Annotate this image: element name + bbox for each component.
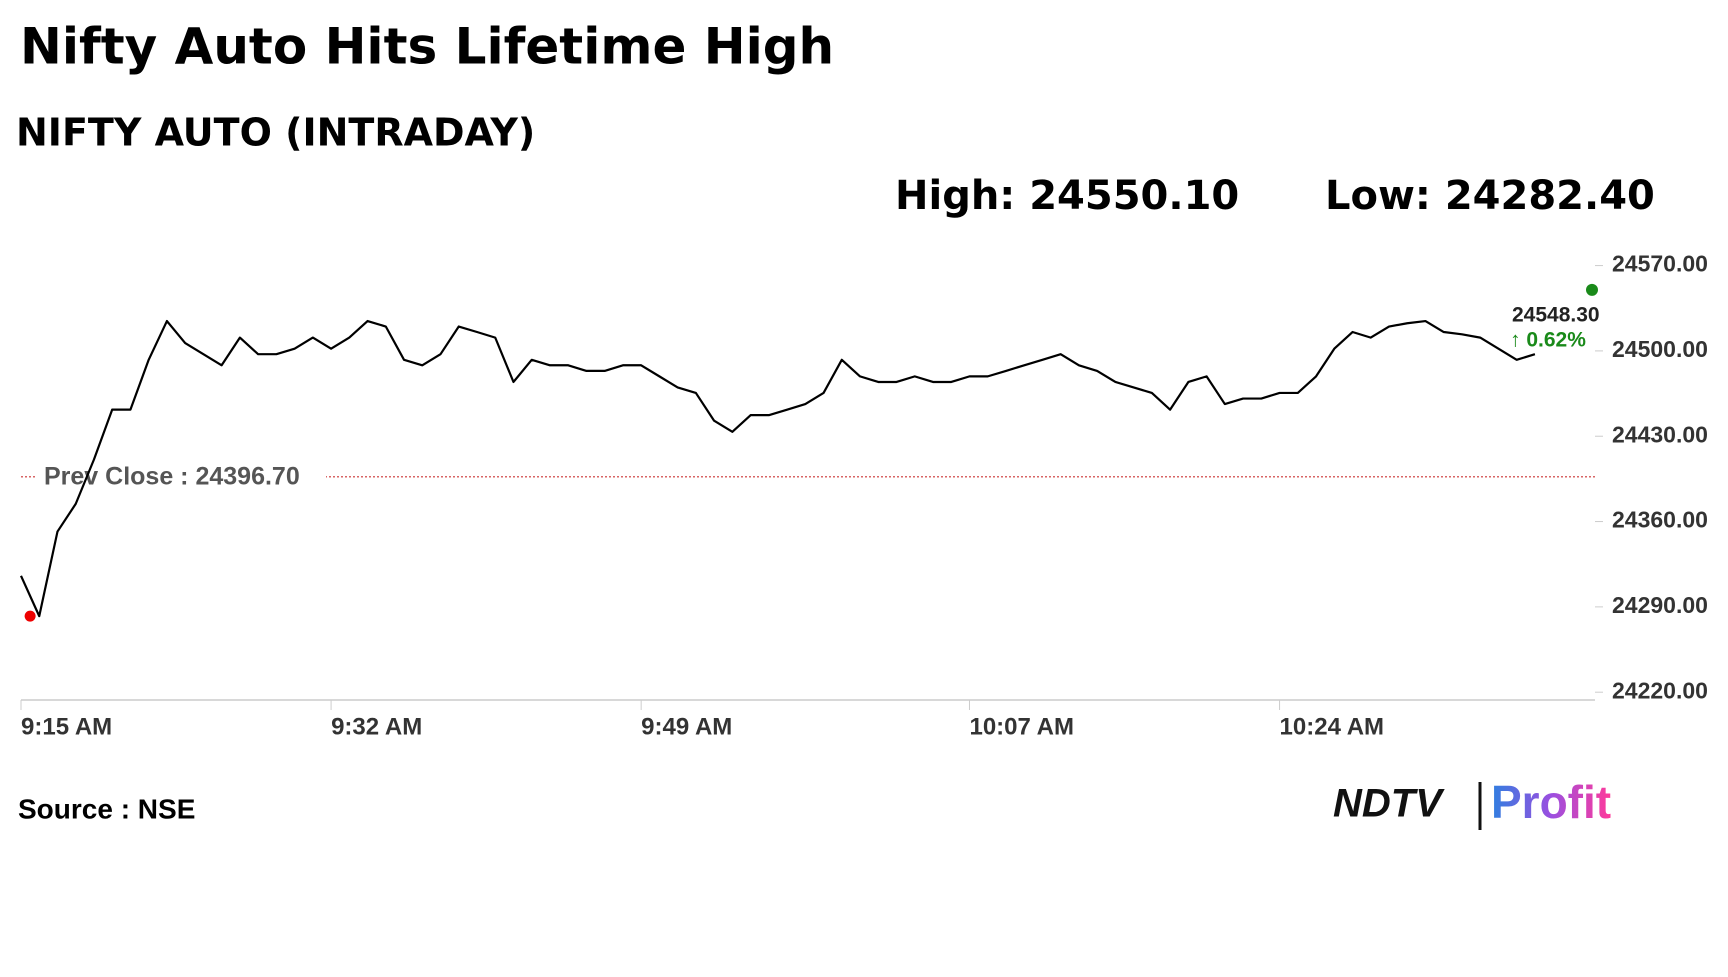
low-marker (24, 610, 36, 622)
high-marker (1586, 283, 1598, 296)
x-tick-label: 10:07 AM (969, 713, 1073, 740)
chart-title: Nifty Auto Hits Lifetime High (20, 18, 834, 76)
x-tick-label: 9:49 AM (641, 713, 732, 740)
chart-subtitle: NIFTY AUTO (INTRADAY) (16, 111, 535, 155)
low-label: Low: 24282.40 (1325, 173, 1655, 219)
x-tick-label: 9:32 AM (331, 713, 422, 740)
change-label: ↑ 0.62% (1510, 329, 1586, 352)
x-tick-label: 10:24 AM (1280, 713, 1384, 740)
logo-right: Profit (1491, 776, 1611, 828)
source: Source : NSE (18, 793, 195, 824)
y-tick-label: 24430.00 (1612, 421, 1708, 447)
high-label: High: 24550.10 (895, 173, 1239, 219)
y-tick-label: 24570.00 (1612, 251, 1708, 277)
y-tick-label: 24500.00 (1612, 336, 1708, 362)
logo-left: NDTV (1333, 782, 1445, 826)
line (19, 319, 1536, 618)
y-tick-label: 24290.00 (1612, 592, 1708, 618)
prev-close-bg (36, 460, 326, 493)
y-tick-label: 24220.00 (1612, 677, 1708, 703)
x-tick-label: 9:15 AM (21, 713, 112, 740)
last-value: 24548.30 (1512, 304, 1600, 327)
y-tick-label: 24360.00 (1612, 507, 1708, 533)
